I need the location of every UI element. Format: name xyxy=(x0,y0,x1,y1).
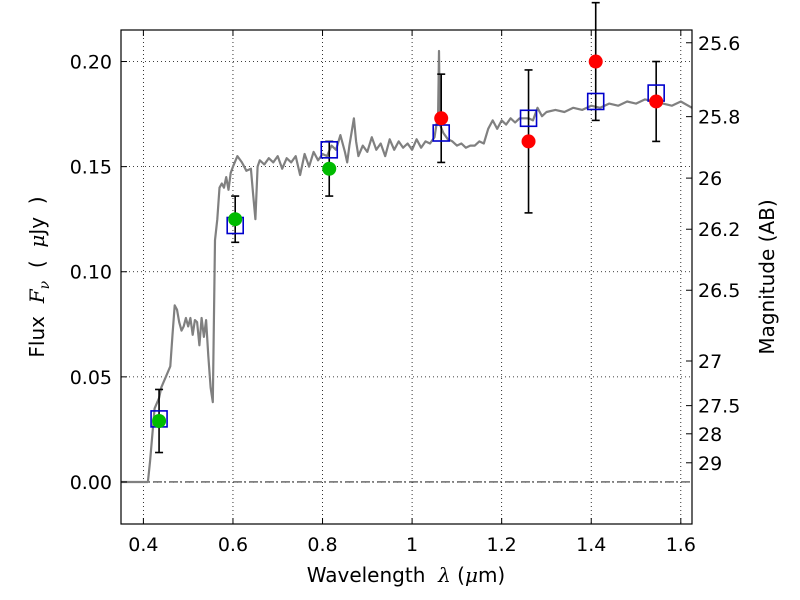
observed-flux-point-6 xyxy=(649,94,664,109)
model-flux-square-2 xyxy=(320,141,339,159)
x-axis-label-prefix: Wavelength xyxy=(307,563,438,587)
magnitude-axis-ticks: 25.6 25.8 26 26.2 26.5 27 27.5 28 29 xyxy=(686,33,740,475)
y-tick-label-2: 0.10 xyxy=(70,262,112,284)
y-axis-ticks: 0.00 0.05 0.10 0.15 0.20 xyxy=(70,52,127,494)
y-axis-label-subscript: ν xyxy=(37,280,53,289)
magnitude-axis-label: Magnitude (AB) xyxy=(755,199,779,354)
observed-flux-point-4 xyxy=(521,134,536,149)
y-axis-label-unit-rest: Jy ) xyxy=(25,196,49,236)
x-tick-label-4: 1.2 xyxy=(487,534,517,556)
mag-tick-label-4: 26.5 xyxy=(698,280,740,302)
observed-flux-point-0 xyxy=(152,413,167,428)
y-tick-label-0: 0.00 xyxy=(70,472,112,494)
x-tick-label-3: 1 xyxy=(406,534,418,556)
mag-tick-label-7: 28 xyxy=(698,424,722,446)
mag-tick-label-1: 25.8 xyxy=(698,107,740,129)
x-tick-label-5: 1.4 xyxy=(576,534,606,556)
mag-tick-label-6: 27.5 xyxy=(698,396,740,418)
model-flux-square-5 xyxy=(586,92,605,111)
model-spectrum xyxy=(121,49,693,484)
y-axis-label-prefix: Flux xyxy=(25,303,49,357)
mag-tick-label-5: 27 xyxy=(698,351,722,373)
y-axis-label: Flux Fν ( μJy ) xyxy=(25,196,53,357)
y-tick-label-1: 0.05 xyxy=(70,367,112,389)
y-axis-label-unit-mu: μ xyxy=(25,235,49,248)
observed-flux-point-5 xyxy=(588,54,603,69)
observed-flux-point-2 xyxy=(322,161,337,176)
model-spectrum-line xyxy=(121,49,693,484)
x-tick-label-0: 0.4 xyxy=(128,534,158,556)
mag-tick-label-3: 26.2 xyxy=(698,219,740,241)
x-tick-label-6: 1.6 xyxy=(666,534,696,556)
x-axis-label-symbol: λ xyxy=(437,563,451,587)
mag-tick-label-0: 25.6 xyxy=(698,33,740,55)
y-axis-label-symbol: F xyxy=(25,288,49,304)
observed-flux-point-1 xyxy=(228,212,243,227)
y-tick-label-4: 0.20 xyxy=(70,52,112,74)
x-tick-label-2: 0.8 xyxy=(307,534,337,556)
mag-tick-label-8: 29 xyxy=(698,453,722,475)
x-axis-label-unit-rest: m) xyxy=(478,563,505,587)
x-axis-ticks: 0.4 0.6 0.8 1 1.2 1.4 1.6 xyxy=(128,30,696,556)
model-flux-square-4 xyxy=(519,109,538,128)
x-tick-label-1: 0.6 xyxy=(218,534,248,556)
y-axis-label-unit-open: ( xyxy=(25,248,49,281)
mag-tick-label-2: 26 xyxy=(698,168,722,190)
observed-flux-point-3 xyxy=(434,111,449,126)
plot-frame xyxy=(120,29,693,525)
x-axis-label-unit-mu: μ xyxy=(465,563,478,587)
y-tick-label-3: 0.15 xyxy=(70,157,112,179)
observed-flux-points xyxy=(152,54,664,428)
x-axis-label-unit-open: ( xyxy=(451,563,465,587)
x-axis-label: Wavelength λ (μm) xyxy=(307,563,506,587)
